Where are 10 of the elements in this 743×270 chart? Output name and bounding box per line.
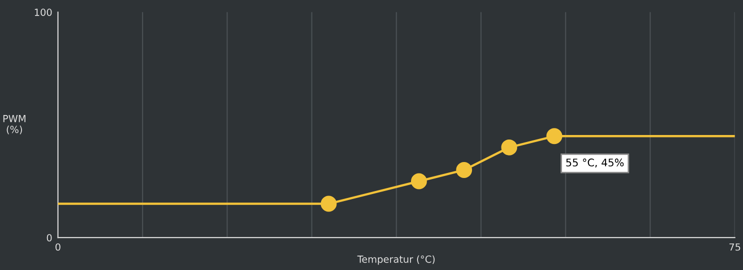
- y-tick-label: 100: [34, 8, 52, 16]
- point: [410, 173, 427, 190]
- x-axis-title: Temperatur (°C): [357, 255, 435, 265]
- x-tick-label: 75: [729, 243, 740, 251]
- point: [456, 162, 472, 178]
- annotation: 55 °C, 45%: [566, 158, 624, 168]
- point: [546, 128, 562, 144]
- point: [320, 196, 337, 212]
- point: [501, 139, 518, 156]
- y-axis-title: PWM (%): [3, 115, 26, 134]
